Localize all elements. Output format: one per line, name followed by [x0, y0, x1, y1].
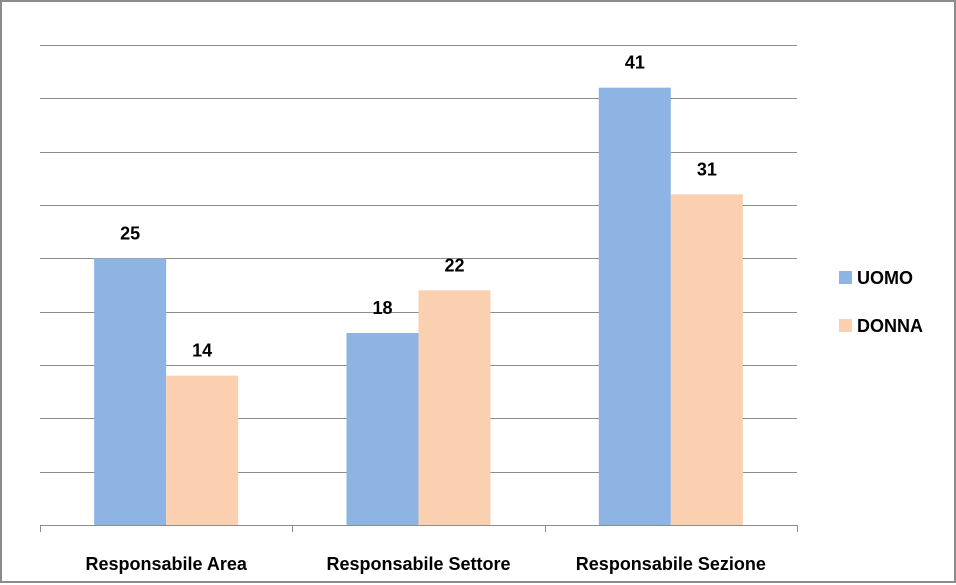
legend[interactable]: UOMO DONNA — [839, 268, 923, 336]
bar-uomo-3 — [598, 87, 671, 526]
x-tick-labels: Responsabile Area Responsabile Settore Res… — [85, 554, 765, 574]
data-label: 31 — [697, 159, 717, 179]
x-axis — [40, 525, 798, 532]
bar-donna-3 — [670, 194, 743, 526]
bar-donna-1 — [166, 375, 239, 525]
data-label: 25 — [120, 223, 140, 243]
legend-label: DONNA — [857, 316, 923, 336]
legend-item-uomo[interactable]: UOMO — [839, 268, 913, 288]
data-label: 22 — [444, 255, 464, 275]
data-labels: 25 14 18 22 41 31 — [120, 53, 717, 361]
legend-swatch — [839, 319, 852, 332]
data-label: 41 — [625, 53, 645, 73]
data-label: 18 — [372, 298, 392, 318]
legend-item-donna[interactable]: DONNA — [839, 316, 923, 336]
x-tick-label: Responsabile Area — [85, 554, 247, 574]
x-tick-label: Responsabile Sezione — [576, 554, 766, 574]
bar-uomo-1 — [94, 258, 167, 525]
bar-donna-2 — [418, 290, 491, 525]
bars — [94, 87, 743, 526]
data-label: 14 — [192, 341, 212, 361]
bar-uomo-2 — [346, 333, 419, 525]
legend-swatch — [839, 271, 852, 284]
legend-label: UOMO — [857, 268, 913, 288]
x-tick-label: Responsabile Settore — [326, 554, 510, 574]
